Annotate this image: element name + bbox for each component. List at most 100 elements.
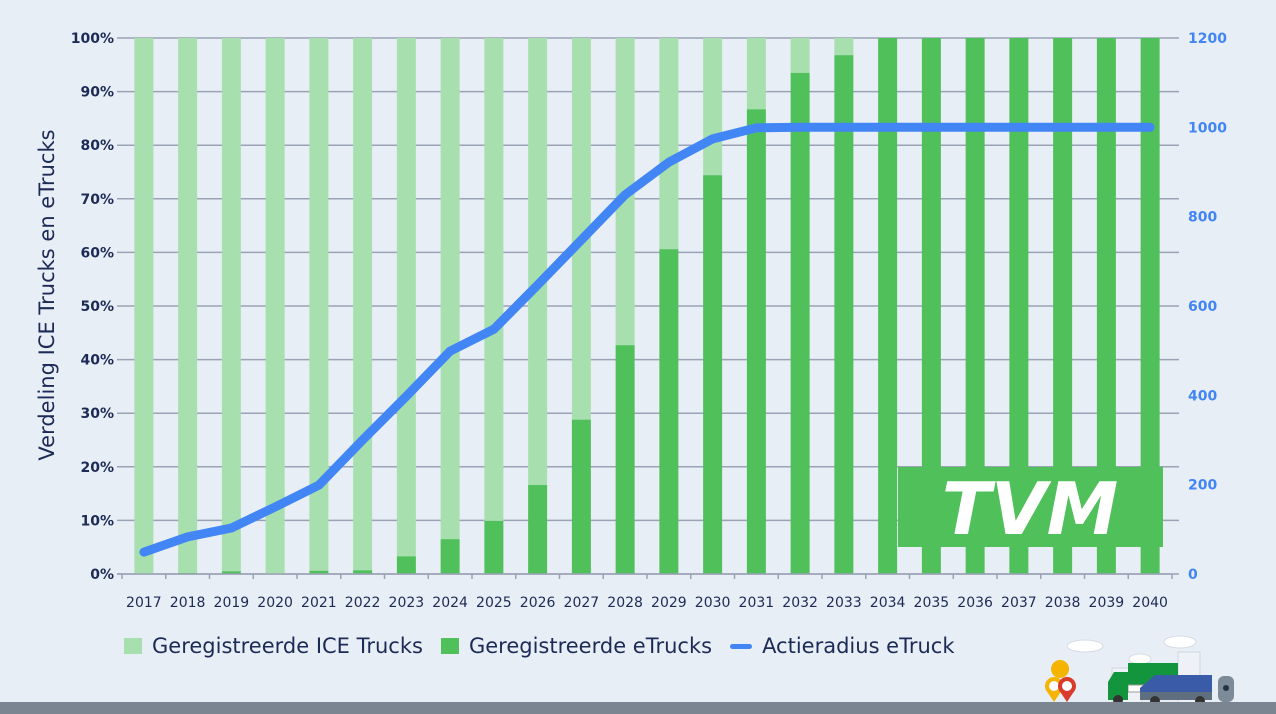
logo-background [898,467,1163,547]
bar-ice-2021 [309,38,329,571]
x-tick-label: 2037 [1001,595,1037,611]
bar-etruck-2023 [396,556,416,574]
bar-ice-2017 [134,38,154,574]
bar-ice-2032 [790,38,810,73]
bar-ice-2033 [834,38,854,56]
y2-tick-label: 800 [1188,210,1217,226]
actieradius-line [139,122,1155,557]
bar-etruck-2019 [221,571,241,574]
y-tick-label: 0% [90,567,114,583]
x-tick-label: 2034 [870,595,906,611]
y-tick-label: 90% [80,85,114,101]
bar-ice-2031 [746,38,766,110]
x-tick-label: 2018 [170,595,206,611]
bar-ice-2022 [353,38,373,571]
bar-etruck-2027 [571,419,591,574]
legend-item-etruck: Geregistreerde eTrucks [440,634,712,658]
y2-tick-label: 200 [1188,478,1217,494]
bar-series [134,38,1160,575]
y-tick-label: 80% [80,138,114,154]
bar-ice-2018 [178,38,198,573]
fuel-pump-icon [1218,676,1234,702]
y2-tick-label: 600 [1188,299,1217,315]
bar-etruck-2029 [659,249,679,574]
right-y-axis: 0 200 400 600 800 1000 1200 [1188,31,1227,583]
y-tick-label: 50% [80,299,114,315]
bar-etruck-2034 [878,38,898,574]
bar-ice-2029 [659,38,679,250]
y2-tick-label: 1200 [1188,31,1227,47]
y-tick-label: 20% [80,460,114,476]
bar-etruck-2038 [1053,38,1073,574]
legend-swatch-etruck [440,638,459,654]
bar-etruck-2021 [309,570,329,574]
x-tick-label: 2027 [564,595,600,611]
bar-etruck-2026 [528,485,548,574]
bar-etruck-2030 [703,175,723,574]
y2-tick-label: 0 [1188,567,1198,583]
bar-ice-2030 [703,38,723,176]
tvm-logo: TVM [898,467,1163,551]
bar-ice-2024 [440,38,460,540]
legend-swatch-ice [124,638,142,654]
bar-ice-2020 [265,38,285,574]
bar-etruck-2022 [353,570,373,574]
x-tick-label: 2038 [1045,595,1081,611]
bar-etruck-2031 [746,109,766,575]
x-tick-label: 2031 [739,595,775,611]
cloud-icon [1066,635,1197,665]
y2-tick-label: 1000 [1188,120,1227,136]
x-tick-label: 2025 [476,595,512,611]
line-series-actieradius [139,122,1155,557]
y-tick-label: 100% [71,31,114,47]
bar-ice-2023 [396,38,416,557]
x-tick-label: 2022 [345,595,381,611]
legend-item-range: Actieradius eTruck [730,634,955,658]
y-tick-label: 40% [80,353,114,369]
bar-ice-2027 [571,38,591,420]
y-tick-label: 60% [80,245,114,261]
x-tick-label: 2023 [389,595,425,611]
x-tick-label: 2026 [520,595,556,611]
legend-swatch-range [730,643,753,649]
x-tick-label: 2035 [914,595,950,611]
x-tick-label: 2017 [126,595,162,611]
bar-etruck-2024 [440,539,460,574]
bar-ice-2026 [528,38,548,486]
footer-road-bar [0,702,1276,714]
bar-etruck-2037 [1009,38,1029,574]
x-tick-label: 2040 [1132,595,1168,611]
y-axis-title: Verdeling ICE Trucks en eTrucks [35,129,59,460]
y2-tick-label: 400 [1188,388,1217,404]
x-tick-label: 2039 [1089,595,1125,611]
legend: Geregistreerde ICE Trucks Geregistreerde… [124,630,973,662]
y-tick-label: 10% [80,513,114,529]
bar-etruck-2039 [1096,38,1116,574]
charging-pin-icons [1045,660,1076,702]
bar-etruck-2040 [1140,38,1160,574]
y-tick-label: 30% [80,406,114,422]
x-tick-label: 2019 [214,595,250,611]
bar-ice-2019 [221,38,241,572]
bar-ice-2025 [484,38,504,521]
x-tick-label: 2028 [607,595,643,611]
truck-illustration [1045,635,1234,706]
bar-etruck-2035 [921,38,941,574]
legend-label-range: Actieradius eTruck [762,634,955,658]
x-tick-label: 2021 [301,595,337,611]
x-tick-label: 2032 [782,595,818,611]
bar-etruck-2033 [834,55,854,575]
x-tick-label: 2029 [651,595,687,611]
x-tick-label: 2033 [826,595,862,611]
y-tick-label: 70% [80,192,114,208]
bar-etruck-2028 [615,345,635,574]
bar-etruck-2036 [965,38,985,574]
x-tick-label: 2024 [432,595,468,611]
legend-label-ice: Geregistreerde ICE Trucks [152,634,423,658]
logo-text: TVM [942,467,1118,551]
x-tick-label: 2020 [257,595,293,611]
left-y-axis: 0% 10% 20% 30% 40% 50% 60% 70% 80% 90% 100% [71,31,114,583]
legend-item-ice: Geregistreerde ICE Trucks [124,634,423,658]
x-tick-label: 2030 [695,595,731,611]
x-axis: 2017 2018 2019 2020 2021 2022 2023 2024 2025 2026… [117,573,1173,611]
